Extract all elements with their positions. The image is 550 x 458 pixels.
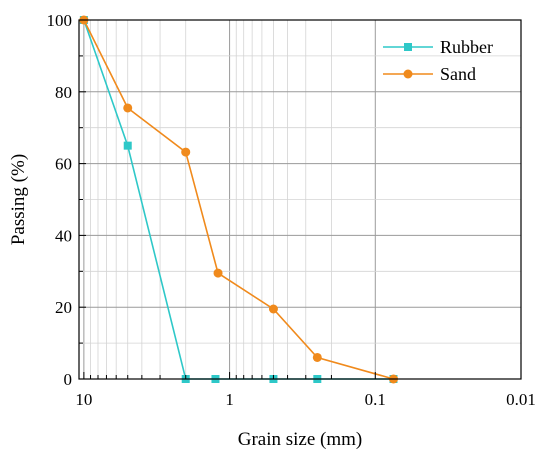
series-sand [79,15,398,384]
grid-lines [79,20,521,379]
legend-label: Rubber [440,37,493,57]
x-axis-title: Grain size (mm) [238,429,363,450]
legend-marker [403,69,413,79]
x-tick-label: 1 [225,390,234,409]
y-tick-label: 20 [55,298,72,317]
y-tick-label: 40 [55,226,72,245]
sand-point [123,103,133,113]
sand-point [312,352,322,362]
legend-item-sand: Sand [383,64,476,84]
y-tick-label: 100 [47,11,73,30]
y-tick-label: 60 [55,155,72,174]
x-tick-label: 10 [75,390,92,409]
rubber-point [123,141,132,150]
y-axis-title: Passing (%) [8,154,29,245]
legend: Rubber Sand [383,37,493,84]
legend-label: Sand [440,64,476,84]
y-tick-label: 80 [55,83,72,102]
legend-item-rubber: Rubber [383,37,493,57]
y-tick-label: 0 [64,370,73,389]
sand-point [181,147,191,157]
x-tick-label: 0.1 [365,390,386,409]
legend-marker [404,43,412,51]
axis-ticks [79,19,522,380]
sand-point [213,268,223,278]
x-tick-label: 0.01 [506,390,536,409]
tick-labels: 10 1 0.1 0.01 0 20 40 60 80 100 [47,11,536,409]
sand-point [268,304,278,314]
